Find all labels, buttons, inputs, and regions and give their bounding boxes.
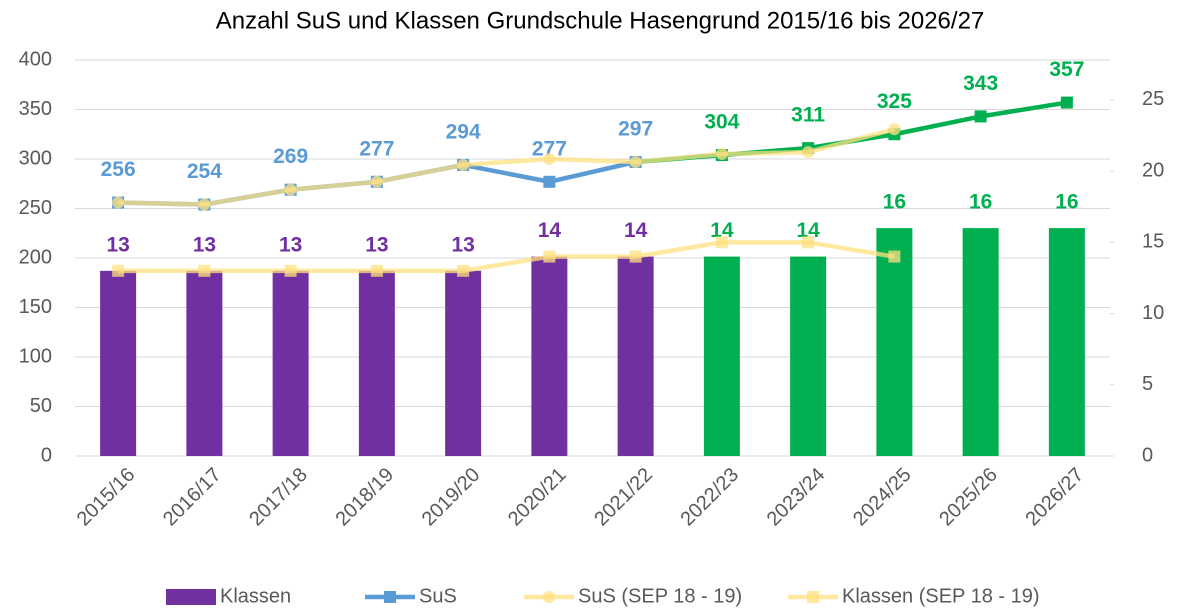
data-label: 277 [359,137,394,160]
data-label: 13 [279,233,302,256]
marker [284,183,297,196]
x-tick-label: 2021/22 [590,464,657,531]
marker [888,250,901,263]
bar [790,256,827,456]
legend-label: SuS [419,585,457,607]
x-tick-label: 2024/25 [849,464,916,531]
y2-tick-label: 0 [1142,444,1153,466]
line [118,240,895,274]
line [118,100,1068,207]
data-label: 311 [791,104,825,127]
data-label: 297 [618,118,653,141]
x-tick-label: 2020/21 [504,464,571,531]
marker [543,175,556,188]
marker [198,198,211,211]
bar [703,256,740,456]
x-tick-label: 2017/18 [245,464,312,531]
bar [962,228,999,456]
data-label: 343 [963,72,998,95]
marker [715,236,728,249]
data-label: 16 [883,191,906,214]
data-label: 277 [532,137,567,160]
data-label: 16 [1055,191,1078,214]
marker [629,155,642,168]
y2-tick-label: 10 [1142,302,1164,324]
data-label: 14 [624,219,648,242]
marker [112,196,125,209]
data-label: 16 [969,191,992,214]
x-tick-label: 2015/16 [73,464,140,531]
bar [617,256,654,456]
y2-tick-label: 5 [1142,373,1153,395]
marker [888,123,901,136]
y-tick-label: 350 [19,98,52,120]
chart-title: Anzahl SuS und Klassen Grundschule Hasen… [216,7,985,34]
x-tick-label: 2022/23 [676,464,743,531]
y2-tick-label: 25 [1142,88,1164,110]
legend-swatch [166,589,216,605]
y-tick-label: 250 [19,197,52,219]
x-tick-label: 2018/19 [331,464,398,531]
marker [629,250,642,263]
data-label: 13 [106,233,129,256]
marker [802,146,815,159]
marker [370,175,383,188]
data-label: 294 [446,120,481,143]
bar [445,270,482,456]
legend-label: Klassen (SEP 18 - 19) [842,585,1040,607]
y2-tick-label: 20 [1142,159,1164,181]
y-tick-label: 300 [19,147,52,169]
line [118,127,895,207]
data-label: 256 [101,158,136,181]
y-tick-label: 150 [19,296,52,318]
bar [1048,228,1085,456]
data-label: 13 [365,233,388,256]
bar [100,270,137,456]
y-tick-label: 400 [19,48,52,70]
bar [531,256,568,456]
marker [543,250,556,263]
data-label: 325 [877,90,912,113]
bar [186,270,223,456]
legend-marker [807,591,819,603]
data-label: 254 [187,160,222,183]
marker [284,264,297,277]
y2-tick-label: 15 [1142,231,1164,253]
legend-marker [543,591,555,603]
bar [272,270,309,456]
x-tick-label: 2023/24 [763,464,830,531]
y-tick-label: 0 [41,444,52,466]
marker [715,148,728,161]
data-label: 13 [193,233,216,256]
x-tick-label: 2026/27 [1021,464,1088,531]
data-label: 269 [273,145,308,168]
data-label: 13 [451,233,474,256]
legend-marker [384,591,396,603]
y-tick-label: 100 [19,345,52,367]
marker [112,264,125,277]
legend-label: SuS (SEP 18 - 19) [578,585,742,607]
marker [457,264,470,277]
bar [358,270,395,456]
x-tick-label: 2019/20 [418,464,485,531]
x-tick-label: 2016/17 [159,464,226,531]
marker [457,158,470,171]
y-tick-label: 200 [19,246,52,268]
marker [543,153,556,165]
marker [974,110,987,123]
data-label: 14 [538,219,562,242]
data-label: 304 [704,111,739,134]
legend-label: Klassen [220,585,291,607]
marker [802,236,815,249]
marker [198,264,211,277]
x-tick-label: 2025/26 [935,464,1002,531]
bar [876,228,913,456]
marker [370,264,383,277]
data-label: 357 [1049,58,1084,81]
marker [1060,96,1073,109]
y-tick-label: 50 [30,395,52,417]
